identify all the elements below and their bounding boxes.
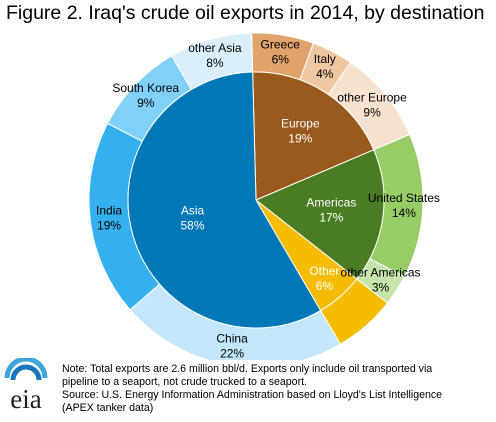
outer-label-other-americas: other Americas 3% [341,265,421,294]
outer-label-india: India 19% [96,203,122,232]
inner-label-americas: Americas 17% [306,195,356,224]
nested-donut-chart: Europe 19% Americas 17% Other 6% Asia 58% Greece… [88,32,440,360]
logo-wordmark: eia [10,384,41,414]
outer-label-greece: Greece 6% [261,37,301,66]
chart-title: Figure 2. Iraq's crude oil exports in 20… [6,2,485,24]
outer-label-other-europe: other Europe 9% [337,90,407,119]
outer-label-united-states: United States 14% [368,191,440,220]
chart-notes: Note: Total exports are 2.6 million bbl/… [62,363,494,415]
outer-label-italy: Italy 4% [314,52,336,81]
note-line-1: Note: Total exports are 2.6 million bbl/… [62,363,433,375]
inner-slice-asia [127,71,322,329]
inner-label-other: Other 6% [309,264,339,293]
inner-slice-europe [252,71,375,201]
source-line-2: (APEX tanker data) [62,402,154,415]
inner-label-asia: Asia 58% [181,204,205,233]
inner-slice-americas [255,149,385,280]
inner-label-europe: Europe 19% [281,116,320,145]
note-line-2: pipeline to a seaport, not crude trucked… [62,376,307,389]
outer-label-china: China 22% [216,332,248,360]
logo-arc-inner [10,364,42,381]
outer-label-other-asia: other Asia 8% [188,41,242,70]
source-line-1: Source: U.S. Energy Information Administ… [62,389,443,402]
eia-logo: eia [4,358,48,414]
logo-arc-outer [4,358,48,379]
outer-label-south-korea: South Korea 9% [112,81,179,110]
